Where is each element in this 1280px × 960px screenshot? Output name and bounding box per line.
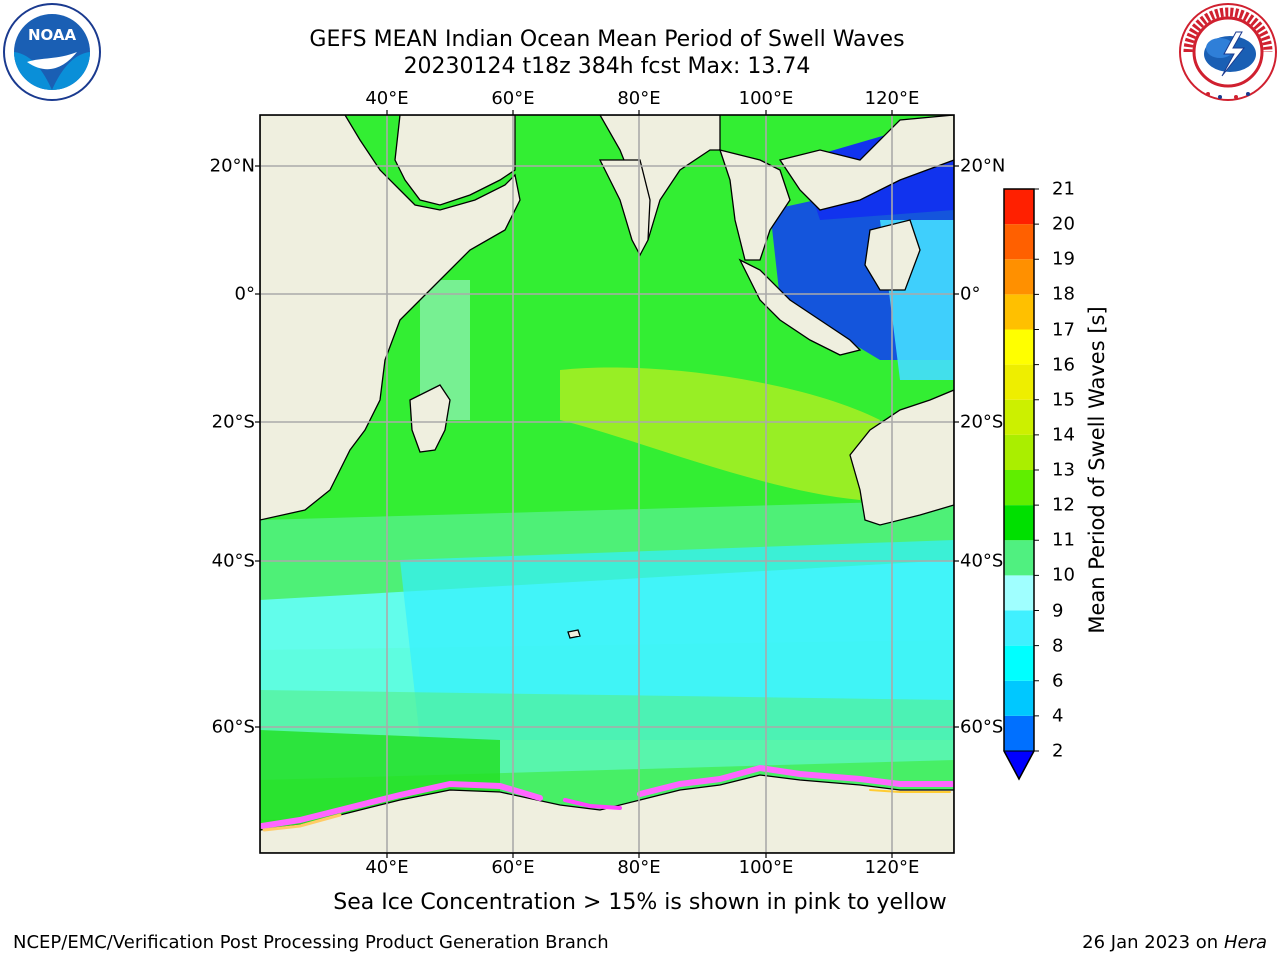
colorbar-tick-label: 15 — [1052, 389, 1075, 411]
sumatra — [738, 258, 862, 356]
map-area — [260, 115, 954, 853]
graticule — [260, 115, 954, 853]
colorbar-frame — [1003, 188, 1035, 781]
colorbar-segment — [1004, 329, 1034, 365]
indochina — [778, 115, 954, 211]
colorbar-tick-label: 2 — [1052, 740, 1064, 762]
colorbar-tick-label: 10 — [1052, 564, 1075, 586]
chart-title: GEFS MEAN Indian Ocean Mean Period of Sw… — [309, 27, 905, 52]
africa — [260, 115, 521, 521]
colorbar-segment — [1004, 259, 1034, 295]
y-tick-left: 60°S — [211, 716, 255, 738]
map-frame — [259, 114, 955, 854]
y-tick-right: 0° — [960, 283, 981, 305]
colorbar-segment — [1004, 470, 1034, 506]
y-tick-left: 40°S — [211, 550, 255, 572]
sea-ice-edge — [260, 764, 954, 832]
colorbar — [1003, 188, 1039, 781]
colorbar-tick-label: 16 — [1052, 354, 1075, 376]
x-tick-bottom: 60°E — [491, 857, 535, 878]
sea-ice-note: Sea Ice Concentration > 15% is shown in … — [333, 890, 947, 915]
footer-date-text: 26 Jan 2023 on — [1082, 932, 1224, 953]
x-tick-bottom: 40°E — [365, 857, 409, 878]
x-tick-bottom: 120°E — [864, 857, 920, 878]
colorbar-tick-label: 11 — [1052, 529, 1075, 551]
colorbar-tick-label: 4 — [1052, 705, 1064, 727]
colorbar-tick-label: 17 — [1052, 319, 1075, 340]
land — [260, 115, 954, 853]
colorbar-title: Mean Period of Swell Waves [s] — [1085, 306, 1109, 634]
noaa-logo-icon: NOAA — [3, 3, 101, 101]
colorbar-segment — [1004, 540, 1034, 576]
footer-host: Hera — [1223, 932, 1267, 953]
colorbar-tick-label: 6 — [1052, 670, 1064, 692]
y-tick-left: 20°N — [209, 155, 255, 177]
chart-subtitle: 20230124 t18z 384h fcst Max: 13.74 — [403, 54, 811, 79]
colorbar-tick-label: 12 — [1052, 494, 1075, 516]
colorbar-tick-label: 8 — [1052, 635, 1064, 657]
tick-marks — [255, 110, 959, 858]
colorbar-segment — [1004, 399, 1034, 435]
colorbar-segment — [1004, 364, 1034, 400]
y-tick-left: 0° — [234, 283, 255, 305]
colorbar-segment — [1004, 189, 1034, 225]
madagascar — [409, 384, 451, 453]
colorbar-segment — [1004, 575, 1034, 611]
x-tick-top: 60°E — [491, 88, 535, 109]
colorbar-tick-label: 18 — [1052, 283, 1075, 305]
colorbar-tick-label: 19 — [1052, 248, 1075, 270]
x-tick-top: 120°E — [864, 88, 920, 109]
arabia — [394, 115, 516, 206]
antarctica — [260, 774, 954, 853]
footer-date: 26 Jan 2023 on Hera — [1082, 932, 1267, 953]
colorbar-tick-label: 21 — [1052, 178, 1075, 200]
colorbar-extend-arrow — [1003, 750, 1035, 781]
colorbar-segment — [1004, 610, 1034, 646]
x-tick-top: 80°E — [617, 88, 661, 109]
y-tick-left: 20°S — [211, 411, 255, 433]
colorbar-segment — [1004, 294, 1034, 330]
x-tick-top: 40°E — [365, 88, 409, 109]
colorbar-segment — [1004, 715, 1034, 751]
y-tick-right: 60°S — [960, 716, 1004, 738]
colorbar-tick-label: 20 — [1052, 213, 1075, 235]
y-tick-right: 20°N — [960, 155, 1006, 177]
y-tick-right: 40°S — [960, 550, 1004, 572]
southeast-asia — [719, 149, 791, 261]
colorbar-tick-label: 13 — [1052, 459, 1075, 481]
kerguelen — [567, 629, 581, 639]
noaa-logo-text: NOAA — [28, 26, 77, 44]
x-tick-bottom: 80°E — [617, 857, 661, 878]
colorbar-segment — [1004, 680, 1034, 716]
nws-logo-icon — [1179, 3, 1277, 101]
colorbar-segment — [1004, 645, 1034, 681]
footer-credit: NCEP/EMC/Verification Post Processing Pr… — [13, 932, 609, 953]
australia — [849, 389, 954, 526]
x-tick-top: 100°E — [738, 88, 794, 109]
colorbar-segment — [1004, 505, 1034, 541]
y-tick-right: 20°S — [960, 411, 1004, 433]
colorbar-tick-label: 9 — [1052, 600, 1064, 621]
colorbar-segment — [1004, 434, 1034, 470]
colorbar-tick-label: 14 — [1052, 424, 1075, 446]
x-tick-bottom: 100°E — [738, 857, 794, 878]
colorbar-segment — [1004, 224, 1034, 260]
